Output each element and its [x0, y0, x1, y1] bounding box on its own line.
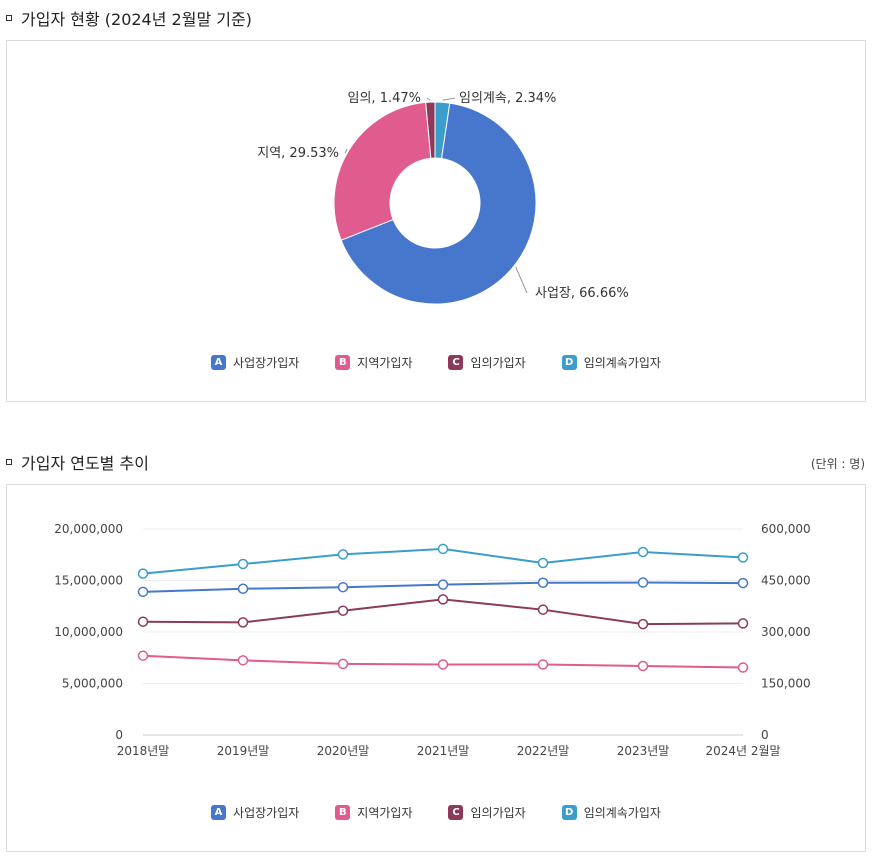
legend-item-regional[interactable]: B 지역가입자: [335, 804, 412, 821]
y-left-tick-label: 15,000,000: [54, 574, 123, 588]
legend-label: 임의계속가입자: [583, 806, 661, 820]
line-chart: 0 5,000,000 10,000,000 15,000,000 20,000,000…: [54, 522, 811, 758]
donut-leader-line: [515, 266, 528, 294]
x-tick-label: 2020년말: [317, 744, 370, 758]
x-tick-label: 2021년말: [417, 744, 470, 758]
unit-label: (단위 : 명): [810, 457, 865, 471]
data-point[interactable]: [137, 568, 149, 579]
data-point[interactable]: [337, 605, 349, 616]
donut-slice-0[interactable]: [340, 102, 537, 305]
y-right-tick-label: 0: [761, 728, 769, 742]
legend-badge-a: A: [211, 355, 227, 370]
line-legend: A 사업장가입자 B 지역가입자 C 임의가입자 D 임의계속가입자: [7, 804, 865, 821]
data-point[interactable]: [737, 577, 749, 589]
data-point[interactable]: [537, 557, 549, 569]
data-point[interactable]: [637, 660, 649, 672]
donut-label-0: 사업장, 66.66%: [535, 286, 629, 301]
data-point[interactable]: [637, 577, 649, 588]
legend-badge-b: B: [335, 355, 351, 370]
section-title-trend: 가입자 연도별 추이: [6, 450, 149, 474]
y-left-tick-label: 10,000,000: [54, 625, 123, 639]
y-right-tick-label: 300,000: [761, 625, 811, 639]
x-tick-label: 2018년말: [117, 744, 170, 758]
x-tick-label: 2022년말: [517, 744, 570, 758]
legend-label: 임의가입자: [470, 356, 526, 370]
x-tick-label: 2023년말: [617, 744, 670, 758]
legend-badge-c: C: [448, 805, 464, 820]
donut-chart-panel: 사업장, 66.66% 지역, 29.53% 임의, 1.47% 임의계속, 2.34…: [6, 40, 866, 402]
data-point[interactable]: [237, 617, 249, 628]
data-point[interactable]: [137, 586, 149, 598]
data-point[interactable]: [237, 583, 249, 594]
donut-label-1: 지역, 29.53%: [257, 146, 339, 161]
data-point[interactable]: [737, 618, 749, 629]
legend-label: 임의가입자: [470, 806, 526, 820]
legend-item-regional[interactable]: B 지역가입자: [335, 354, 412, 371]
donut-leader-line: [344, 148, 348, 154]
donut-leader-line: [426, 97, 431, 101]
line-chart-panel: 0 5,000,000 10,000,000 15,000,000 20,000,000…: [6, 484, 866, 852]
legend-item-business[interactable]: A 사업장가입자: [211, 354, 299, 371]
legend-item-continued[interactable]: D 임의계속가입자: [561, 354, 661, 371]
legend-label: 사업장가입자: [233, 806, 300, 820]
donut-leader-line: [442, 97, 456, 101]
section-title-text: 가입자 현황 (2024년 2월말 기준): [21, 10, 252, 29]
legend-badge-d: D: [561, 355, 577, 370]
donut-slice-1[interactable]: [333, 101, 432, 241]
y-left-tick-label: 5,000,000: [62, 677, 123, 691]
y-right-tick-label: 450,000: [761, 574, 811, 588]
data-point[interactable]: [537, 659, 549, 670]
data-point[interactable]: [337, 581, 349, 593]
legend-badge-a: A: [211, 805, 227, 820]
data-point[interactable]: [237, 558, 249, 570]
data-point[interactable]: [537, 604, 549, 615]
legend-label: 임의계속가입자: [583, 356, 661, 370]
y-right-tick-label: 150,000: [761, 677, 811, 691]
bullet-icon: [6, 459, 12, 465]
donut-slice-2[interactable]: [425, 101, 436, 159]
data-point[interactable]: [637, 618, 649, 630]
section-title-text: 가입자 연도별 추이: [21, 454, 149, 473]
data-point[interactable]: [737, 662, 749, 673]
donut-label-2: 임의, 1.47%: [348, 91, 421, 106]
donut-label-3: 임의계속, 2.34%: [459, 91, 556, 106]
data-point[interactable]: [637, 546, 649, 558]
legend-badge-b: B: [335, 805, 351, 820]
data-point[interactable]: [137, 650, 149, 661]
data-point[interactable]: [137, 616, 149, 627]
legend-item-continued[interactable]: D 임의계속가입자: [561, 804, 661, 821]
data-point[interactable]: [437, 543, 449, 555]
data-point[interactable]: [737, 552, 749, 563]
legend-item-business[interactable]: A 사업장가입자: [211, 804, 299, 821]
bullet-icon: [6, 15, 12, 21]
data-point[interactable]: [337, 549, 349, 560]
data-point[interactable]: [537, 577, 549, 589]
data-point[interactable]: [437, 659, 449, 670]
data-point[interactable]: [337, 658, 349, 670]
legend-item-voluntary[interactable]: C 임의가입자: [448, 354, 526, 371]
legend-label: 지역가입자: [357, 356, 413, 370]
legend-label: 지역가입자: [357, 806, 413, 820]
donut-legend: A 사업장가입자 B 지역가입자 C 임의가입자 D 임의계속가입자: [7, 354, 865, 371]
donut-chart: 사업장, 66.66% 지역, 29.53% 임의, 1.47% 임의계속, 2.34…: [257, 91, 629, 305]
data-point[interactable]: [237, 655, 249, 666]
legend-badge-c: C: [448, 355, 464, 370]
y-left-tick-label: 0: [115, 728, 123, 742]
data-point[interactable]: [437, 594, 449, 605]
x-tick-label: 2024년 2월말: [705, 744, 780, 758]
x-tick-label: 2019년말: [217, 744, 270, 758]
legend-item-voluntary[interactable]: C 임의가입자: [448, 804, 526, 821]
y-left-tick-label: 20,000,000: [54, 522, 123, 536]
legend-label: 사업장가입자: [233, 356, 300, 370]
legend-badge-d: D: [561, 805, 577, 820]
data-point[interactable]: [437, 579, 449, 590]
y-right-tick-label: 600,000: [761, 522, 811, 536]
section-title-status: 가입자 현황 (2024년 2월말 기준): [6, 6, 252, 30]
